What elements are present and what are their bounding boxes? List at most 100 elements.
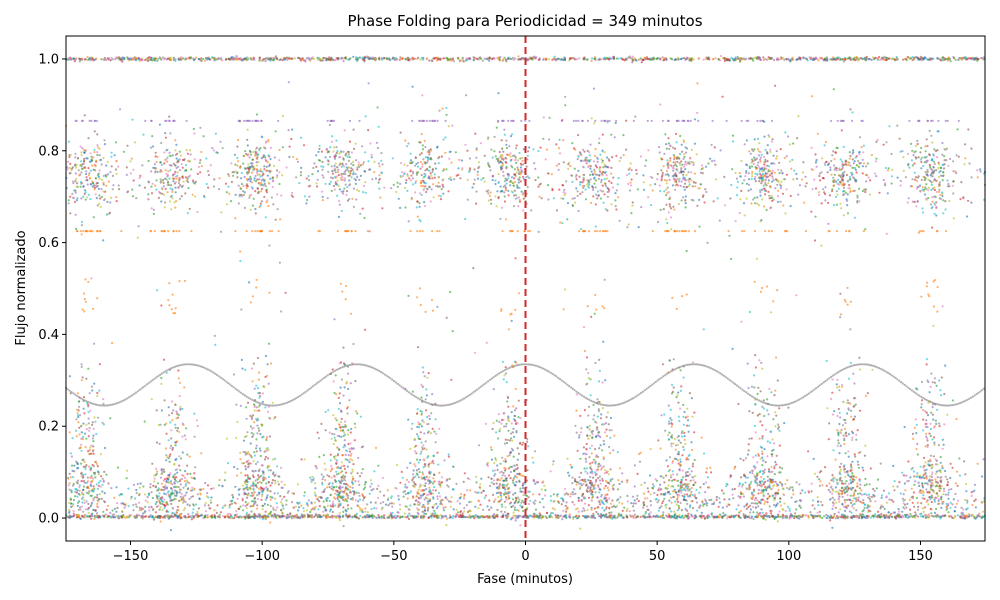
data-point: [342, 172, 345, 175]
data-point: [769, 430, 772, 433]
data-point: [675, 165, 678, 168]
data-point: [344, 453, 347, 457]
data-point: [685, 486, 688, 489]
data-point: [668, 431, 671, 434]
data-point: [587, 179, 591, 182]
data-point: [335, 470, 338, 473]
data-point: [762, 459, 765, 462]
data-point: [250, 417, 254, 421]
data-point: [159, 161, 162, 164]
data-point: [420, 133, 423, 136]
data-point: [298, 182, 301, 185]
data-point: [167, 406, 170, 409]
data-point: [929, 454, 933, 457]
data-point: [336, 194, 339, 197]
data-point: [763, 168, 766, 171]
data-point: [418, 153, 422, 156]
data-point: [514, 147, 518, 150]
data-point: [526, 186, 529, 189]
data-point: [663, 481, 666, 484]
data-point: [72, 476, 75, 479]
data-point: [582, 446, 586, 449]
data-point: [939, 193, 942, 196]
data-point: [522, 482, 525, 485]
data-point: [255, 450, 258, 453]
data-point: [354, 182, 357, 185]
data-point: [348, 461, 351, 464]
data-point: [802, 161, 805, 164]
data-point: [949, 157, 952, 160]
data-point: [685, 173, 688, 177]
data-point: [263, 195, 266, 198]
data-point: [334, 153, 337, 156]
data-point: [257, 469, 260, 473]
data-point: [842, 214, 845, 217]
data-point: [249, 193, 252, 196]
data-point: [667, 142, 671, 145]
data-point: [663, 190, 666, 193]
data-point: [352, 173, 355, 176]
data-point: [647, 196, 650, 199]
data-point: [526, 469, 529, 472]
data-point: [369, 479, 372, 482]
data-point: [783, 156, 786, 160]
data-point: [247, 465, 251, 468]
data-point: [418, 437, 422, 441]
data-point: [936, 149, 939, 152]
data-point: [260, 190, 263, 193]
data-point: [687, 485, 690, 488]
data-point: [667, 191, 670, 194]
data-point: [761, 166, 764, 169]
data-point: [735, 177, 739, 180]
data-point: [915, 176, 918, 179]
data-point: [915, 157, 918, 160]
data-point: [500, 157, 504, 160]
data-point: [250, 181, 253, 184]
data-point: [493, 150, 496, 153]
data-point: [589, 475, 592, 479]
data-point: [789, 486, 792, 489]
data-point: [592, 418, 595, 421]
data-point: [793, 169, 796, 172]
data-point: [835, 203, 839, 206]
data-point: [420, 396, 423, 399]
data-point: [923, 469, 926, 472]
data-point: [595, 421, 598, 424]
data-point: [925, 411, 928, 414]
data-point: [579, 192, 582, 195]
data-point: [597, 434, 600, 437]
data-point: [671, 434, 674, 437]
data-point: [682, 165, 686, 168]
data-point: [327, 170, 330, 173]
data-point: [513, 177, 516, 180]
data-point: [867, 176, 870, 179]
data-point: [687, 482, 691, 485]
data-point: [200, 150, 203, 154]
data-point: [671, 146, 675, 149]
data-point: [315, 165, 318, 168]
data-point: [420, 193, 423, 196]
data-point: [687, 474, 690, 477]
data-point: [154, 511, 157, 514]
data-point: [263, 458, 267, 461]
data-point: [940, 476, 943, 479]
data-point: [209, 164, 212, 167]
data-point: [952, 192, 955, 195]
data-point: [406, 189, 409, 192]
data-point: [836, 378, 839, 381]
data-point: [249, 150, 252, 153]
data-point: [583, 184, 586, 188]
data-point: [758, 484, 761, 487]
data-point: [753, 196, 756, 199]
data-point: [192, 127, 195, 131]
data-point: [557, 162, 561, 165]
data-point: [487, 136, 490, 139]
data-point: [922, 418, 925, 421]
data-point: [590, 170, 593, 173]
data-point: [164, 201, 167, 204]
data-point: [664, 492, 667, 495]
data-point: [849, 154, 852, 158]
data-point: [510, 190, 513, 193]
data-point: [168, 460, 171, 463]
data-point: [328, 182, 331, 186]
